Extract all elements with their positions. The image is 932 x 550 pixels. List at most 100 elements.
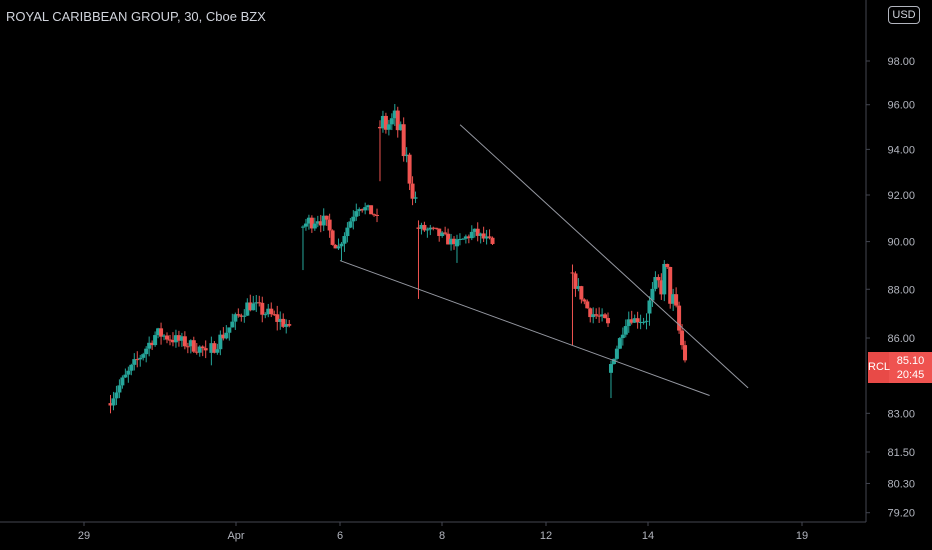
x-tick-label: 29 <box>78 530 90 542</box>
candle-body <box>321 215 326 226</box>
candle-body <box>251 303 256 311</box>
candle-body <box>366 205 371 208</box>
candle-body <box>275 314 280 322</box>
candle-body <box>281 318 286 327</box>
symbol-label: RCL <box>868 352 890 383</box>
candle-body <box>147 342 152 349</box>
candle-body <box>224 332 229 339</box>
candle-body <box>123 374 128 378</box>
candle-body <box>603 314 608 319</box>
candle-body <box>372 214 377 216</box>
candle-body <box>348 221 353 228</box>
candle-body <box>363 207 368 211</box>
candle-body <box>194 351 199 353</box>
y-tick-label: 88.00 <box>887 284 915 296</box>
candle-body <box>617 338 622 349</box>
candle-body <box>318 221 323 226</box>
trendline-lower[interactable] <box>339 260 710 396</box>
candle-body <box>626 319 631 327</box>
candle-body <box>153 335 158 346</box>
candle-body <box>227 327 232 333</box>
candle-body <box>263 314 268 316</box>
y-tick-label: 94.00 <box>887 144 915 156</box>
candle-body <box>369 205 374 215</box>
candles-layer <box>108 104 688 414</box>
y-tick-label: 86.00 <box>887 333 915 345</box>
candle-body <box>111 398 116 406</box>
candle-body <box>303 223 308 227</box>
price-axis[interactable]: 98.00 96.00 94.00 92.00 90.00 88.00 86.00 83.00… <box>866 56 915 520</box>
candle-body <box>173 335 178 343</box>
candle-body <box>230 321 235 328</box>
candle-body <box>454 239 459 247</box>
candle-body <box>422 224 427 231</box>
candle-body <box>156 328 161 336</box>
currency-button[interactable]: USD <box>888 6 920 24</box>
candle-body <box>416 227 421 229</box>
candle-body <box>114 392 119 399</box>
candle-body <box>431 227 436 229</box>
candle-body <box>132 359 137 365</box>
candle-body <box>203 348 208 351</box>
candle-body <box>117 385 122 393</box>
candle-body <box>582 299 587 302</box>
candle-body <box>481 233 486 239</box>
candle-body <box>188 340 193 347</box>
trendline-upper[interactable] <box>459 124 749 389</box>
candle-body <box>629 319 634 323</box>
candle-body <box>108 403 113 406</box>
go-to-realtime-button[interactable] <box>874 524 924 550</box>
candle-body <box>309 217 314 229</box>
trendlines-layer <box>339 124 749 396</box>
candle-body <box>383 115 388 130</box>
candle-body <box>159 328 164 337</box>
candle-body <box>623 326 628 335</box>
candle-body <box>345 227 350 237</box>
candle-body <box>218 334 223 350</box>
candle-body <box>475 228 480 236</box>
candle-body <box>242 315 247 317</box>
candle-body <box>490 237 495 244</box>
candle-body <box>191 340 196 352</box>
candle-body <box>360 209 365 211</box>
chart-title: ROYAL CARIBBEAN GROUP, 30, Cboe BZX <box>6 9 266 24</box>
candle-body <box>354 211 359 217</box>
candle-body <box>469 231 474 239</box>
candle-body <box>339 243 344 247</box>
candle-body <box>176 335 181 341</box>
x-tick-label: 12 <box>540 530 552 542</box>
candle-body <box>185 346 190 348</box>
candle-body <box>165 335 170 340</box>
candle-body <box>254 302 259 304</box>
candle-body <box>167 339 172 341</box>
time-axis[interactable]: 29 Apr 6 8 12 14 19 <box>78 522 808 542</box>
candle-body <box>278 318 283 322</box>
candle-body <box>440 232 445 237</box>
candle-body <box>245 302 250 316</box>
bar-countdown: 20:45 <box>896 369 925 381</box>
candle-body <box>126 370 131 375</box>
candle-body <box>162 335 167 337</box>
candle-body <box>215 349 220 353</box>
candle-body <box>419 224 424 229</box>
candle-body <box>460 238 465 240</box>
candle-body <box>413 197 418 199</box>
candle-body <box>269 308 274 315</box>
candle-body <box>287 324 292 326</box>
candle-body <box>484 236 489 239</box>
candle-body <box>266 308 271 315</box>
candle-body <box>659 280 664 295</box>
candle-body <box>170 339 175 343</box>
candle-body <box>389 118 394 125</box>
candle-body <box>209 343 214 353</box>
candle-body <box>120 377 125 386</box>
candle-body <box>221 334 226 339</box>
candle-body <box>644 320 649 322</box>
candle-body <box>437 228 442 237</box>
candle-body <box>683 345 688 361</box>
y-tick-label: 90.00 <box>887 237 915 249</box>
candle-body <box>611 358 616 365</box>
x-tick-label: 6 <box>337 530 343 542</box>
candle-body <box>135 359 140 361</box>
